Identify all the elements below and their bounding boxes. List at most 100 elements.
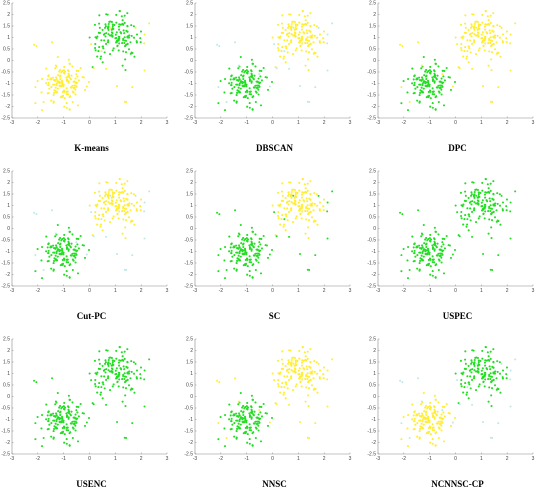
- data-point: [439, 420, 442, 423]
- data-point: [287, 23, 290, 26]
- data-point: [131, 388, 134, 391]
- y-tick-label: 0.5: [3, 215, 10, 221]
- data-point: [59, 421, 62, 424]
- data-point: [425, 77, 428, 81]
- data-point: [254, 233, 257, 236]
- data-point: [66, 414, 69, 418]
- data-point: [411, 235, 414, 238]
- y-tick-label: 2.5: [3, 337, 10, 343]
- data-point: [460, 214, 463, 218]
- data-point: [75, 237, 78, 240]
- x-tick-label: 0: [454, 288, 457, 294]
- data-point: [473, 358, 476, 362]
- data-point: [437, 420, 440, 423]
- data-point: [55, 420, 58, 423]
- data-point: [116, 212, 119, 215]
- data-point: [111, 385, 114, 388]
- data-point: [487, 210, 490, 213]
- data-point: [65, 255, 68, 258]
- data-point: [53, 251, 56, 254]
- data-point: [305, 365, 308, 368]
- data-point: [441, 405, 444, 408]
- data-point: [309, 180, 312, 183]
- data-point: [298, 181, 301, 184]
- data-point: [489, 182, 492, 185]
- data-point: [217, 270, 220, 273]
- data-point: [477, 203, 480, 206]
- data-point: [307, 58, 310, 61]
- data-point: [476, 356, 479, 359]
- panel-caption: NCNNSC-CP: [431, 479, 484, 489]
- data-point: [295, 27, 298, 30]
- data-point: [248, 102, 251, 105]
- data-point: [243, 407, 246, 410]
- data-point: [289, 349, 292, 352]
- data-point: [53, 91, 56, 95]
- data-point: [68, 108, 71, 111]
- data-point: [70, 410, 73, 413]
- x-tick-label: -2: [219, 288, 224, 294]
- data-point: [486, 183, 489, 186]
- y-tick-label: 0: [373, 58, 376, 64]
- noise-point: [451, 85, 454, 88]
- data-point: [71, 436, 74, 440]
- data-point: [310, 35, 313, 38]
- data-point: [75, 249, 78, 252]
- data-point: [115, 357, 118, 360]
- data-point: [67, 249, 70, 252]
- data-point: [480, 41, 484, 44]
- data-point: [50, 422, 53, 425]
- noise-point: [326, 210, 329, 213]
- data-point: [120, 183, 123, 186]
- data-point: [129, 52, 132, 55]
- data-point: [104, 371, 107, 374]
- data-point: [94, 382, 97, 386]
- data-point: [310, 203, 313, 206]
- data-point: [469, 194, 473, 197]
- data-point: [449, 256, 453, 259]
- data-point: [135, 376, 138, 379]
- data-point: [245, 405, 248, 408]
- y-tick-label: 0: [190, 394, 193, 400]
- noise-point: [399, 379, 402, 382]
- data-point: [71, 100, 74, 104]
- data-point: [426, 239, 429, 242]
- data-point: [94, 43, 97, 46]
- noise-point: [399, 43, 402, 46]
- data-point: [124, 69, 127, 72]
- noise-point: [317, 362, 320, 365]
- data-point: [139, 373, 142, 376]
- scatter-plot: 2.521.510.50-0.5-1-1.5-2-2.5-3 -2 -1 0 1 2 3: [184, 337, 351, 462]
- y-tick-label: 1: [7, 371, 10, 377]
- data-point: [254, 420, 257, 423]
- y-tick-label: -1: [6, 81, 11, 87]
- noise-point: [471, 235, 474, 238]
- data-point: [413, 259, 416, 263]
- data-point: [67, 58, 70, 61]
- data-point: [98, 214, 101, 217]
- data-point: [97, 218, 100, 221]
- data-point: [98, 350, 101, 353]
- data-point: [309, 192, 312, 195]
- data-point: [493, 35, 496, 38]
- data-point: [473, 376, 476, 380]
- data-point: [98, 382, 101, 385]
- data-point: [107, 22, 110, 26]
- data-point: [117, 217, 120, 220]
- data-point: [40, 277, 44, 280]
- x-tick-label: 0: [88, 288, 91, 294]
- data-point: [306, 372, 309, 375]
- points-group: [399, 345, 517, 448]
- data-point: [433, 394, 436, 397]
- data-point: [299, 212, 302, 215]
- points-group: [33, 9, 151, 112]
- noise-point: [116, 85, 119, 88]
- y-tick-label: -2.5: [1, 116, 10, 122]
- data-point: [264, 412, 267, 415]
- data-point: [306, 375, 310, 378]
- data-point: [483, 361, 487, 364]
- data-point: [425, 421, 428, 424]
- data-point: [470, 23, 473, 26]
- data-point: [459, 23, 463, 26]
- data-point: [466, 223, 469, 226]
